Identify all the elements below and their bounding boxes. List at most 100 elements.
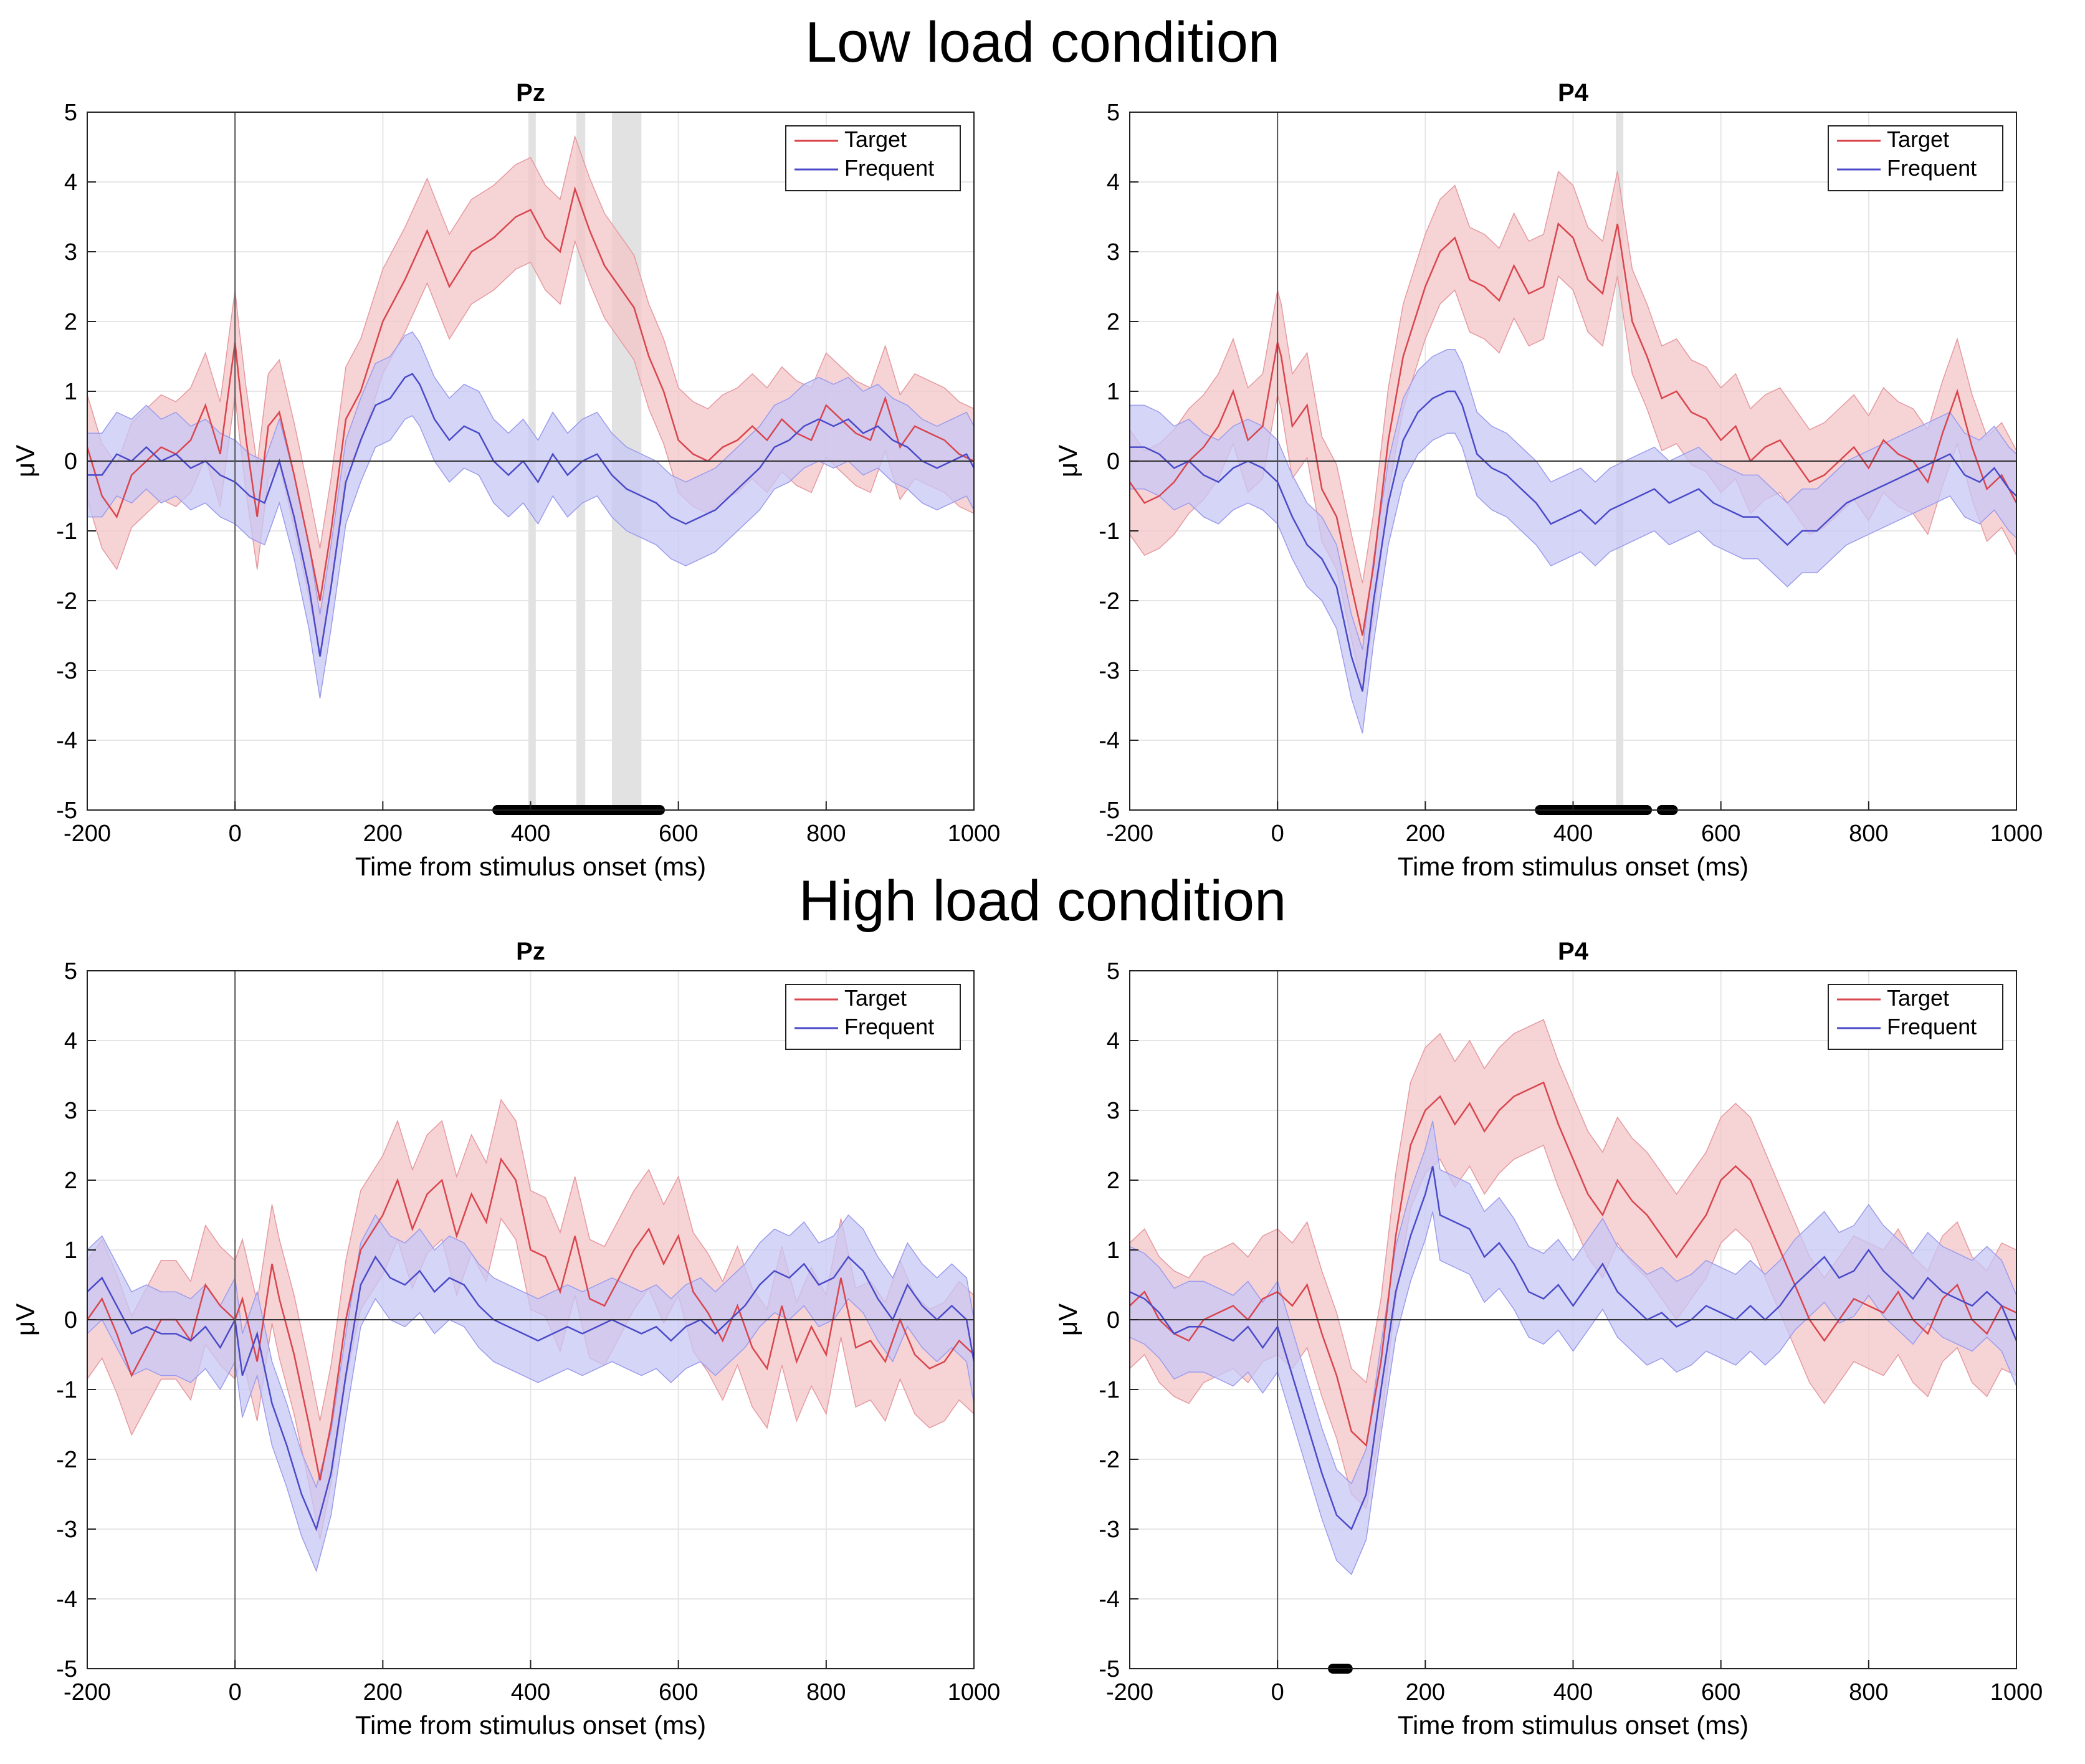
y-tick-label: 1 [1107,379,1120,405]
y-tick-label: 3 [1107,1098,1120,1124]
y-tick-label: 0 [64,1307,77,1333]
y-axis-label: μV [1053,1304,1082,1336]
x-tick-label: 400 [1553,1679,1593,1705]
series-line-frequent [87,1255,975,1532]
legend-label-target: Target [1887,985,1949,1011]
x-tick-label: 800 [806,1679,846,1705]
x-tick-label: -200 [64,821,111,847]
y-axis-label: μV [1053,445,1082,477]
x-tick-label: 200 [363,1679,403,1705]
x-tick-label: 400 [511,1679,550,1705]
x-tick-label: -200 [1106,821,1153,847]
x-tick-label: 400 [511,821,550,847]
y-tick-label: -1 [1099,1377,1120,1403]
x-tick-label: 600 [659,1679,698,1705]
panel-title: Pz [516,938,545,965]
panel-title: P4 [1558,79,1589,107]
x-tick-label: 0 [1271,1679,1284,1705]
x-tick-label: 600 [1701,1679,1740,1705]
x-tick-label: 0 [229,1679,242,1705]
y-tick-label: 5 [64,100,77,126]
y-tick-label: 2 [1107,1168,1120,1194]
chart-high-load-pz: -200 0 200 400 600 800 1000 -5 -4 -3 -2 -1 0 1 2 3 4 5 Tim… [11,938,1000,1740]
low-load-title: Low load condition [804,11,1281,74]
y-tick-label: -3 [1099,1517,1120,1543]
legend-label-frequent: Frequent [844,1014,934,1039]
legend: Target Frequent [785,984,961,1050]
y-tick-label: 5 [1107,958,1120,985]
x-tick-label: 1000 [1990,1679,2043,1705]
x-tick-label: 200 [1406,1679,1445,1705]
x-tick-label: 0 [229,821,242,847]
series-line-target [86,186,975,601]
y-tick-label: -1 [1099,518,1120,545]
panel-title: P4 [1558,938,1589,965]
y-tick-label: -5 [1099,798,1120,824]
x-tick-label: 400 [1553,821,1593,847]
legend-label-target: Target [1887,126,1949,152]
y-tick-label: 3 [64,1098,77,1124]
x-tick-label: -200 [64,1679,111,1705]
x-tick-label: -200 [1106,1679,1153,1705]
legend-label-frequent: Frequent [844,155,934,181]
y-tick-label: 1 [64,1237,77,1264]
chart-low-load-pz: -200 0 200 400 600 800 1000 -5 -4 -3 -2 -1 0 1 2 3 4 5 Tim… [11,79,1001,881]
y-tick-label: 4 [64,169,77,196]
chart-low-load-p4: -200 0 200 400 600 800 1000 -5 -4 -3 -2 -1 0 1 2 3 4 5 Tim… [1053,79,2043,881]
y-tick-label: 4 [1107,169,1120,196]
y-tick-label: 0 [64,449,77,475]
legend-label-frequent: Frequent [1887,1014,1977,1039]
y-tick-label: 2 [64,309,77,335]
y-tick-label: 2 [64,1168,77,1194]
legend: Target Frequent [1828,984,2003,1050]
y-tick-label: -2 [56,1447,77,1473]
y-axis-label: μV [11,445,40,477]
legend-box [1828,984,2003,1050]
x-tick-label: 1000 [948,821,1001,847]
y-tick-label: -3 [1099,658,1120,684]
y-tick-label: 0 [1107,1307,1120,1333]
legend-box [785,984,961,1050]
legend-label-target: Target [844,126,907,152]
y-tick-label: 4 [64,1028,77,1054]
y-tick-label: -2 [56,588,77,614]
legend-box [785,125,961,191]
y-tick-label: -4 [1099,1586,1120,1613]
legend-box [1828,125,2003,191]
x-tick-label: 1000 [1990,821,2043,847]
x-tick-label: 0 [1271,821,1284,847]
series-line-target [1128,222,2018,636]
y-tick-label: -1 [56,1377,77,1403]
chart-high-load-p4: -200 0 200 400 600 800 1000 -5 -4 -3 -2 -1 0 1 2 3 4 5 Tim… [1053,938,2043,1740]
y-tick-label: 1 [64,379,77,405]
x-axis-label: Time from stimulus onset (ms) [355,1710,706,1740]
x-tick-label: 600 [659,821,698,847]
y-tick-label: 2 [1107,309,1120,335]
y-tick-label: 4 [1107,1028,1120,1054]
high-load-title: High load condition [798,869,1287,933]
y-axis-label: μV [11,1304,40,1336]
series-line-target [86,1157,975,1480]
y-tick-label: -4 [1099,728,1120,754]
x-tick-label: 800 [806,821,846,847]
series-line-frequent [1129,1166,2018,1531]
y-tick-label: 5 [64,958,77,985]
series-line-frequent [1130,390,2017,692]
panel-title: Pz [516,79,545,107]
y-tick-label: -4 [56,728,77,754]
y-tick-label: -5 [1099,1656,1120,1682]
y-tick-label: -5 [56,1656,77,1682]
legend: Target Frequent [1828,125,2003,191]
x-tick-label: 200 [1406,821,1445,847]
y-tick-label: 5 [1107,100,1120,126]
x-axis-label: Time from stimulus onset (ms) [355,852,706,881]
y-tick-label: -4 [56,1586,77,1613]
y-tick-label: -3 [56,1517,77,1543]
y-tick-label: -2 [1099,1447,1120,1473]
x-tick-label: 800 [1849,821,1888,847]
x-tick-label: 200 [363,821,403,847]
x-tick-label: 600 [1701,821,1740,847]
legend: Target Frequent [785,125,961,191]
y-tick-label: -5 [56,798,77,824]
y-tick-label: 3 [64,239,77,265]
